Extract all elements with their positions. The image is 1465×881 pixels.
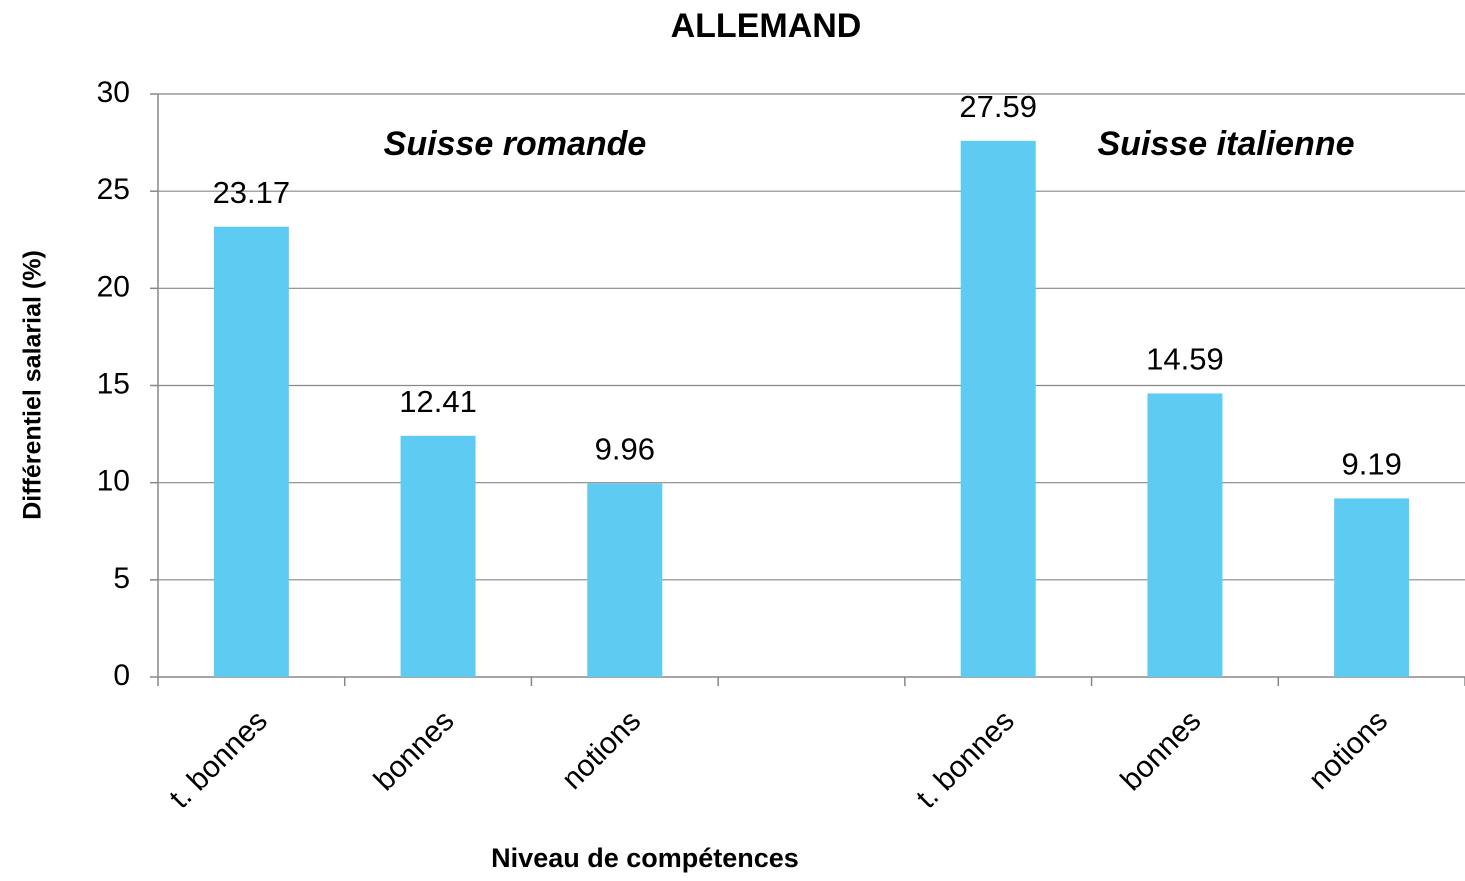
data-label: 27.59 <box>959 89 1037 124</box>
x-tick-label: notions <box>1302 704 1394 796</box>
bar <box>1334 498 1410 677</box>
chart-title: ALLEMAND <box>671 7 862 45</box>
x-tick-label: bonnes <box>1115 704 1208 797</box>
y-axis-label: Différentiel salarial (%) <box>19 250 47 520</box>
x-axis-label: Niveau de compétences <box>491 843 799 873</box>
bar <box>960 140 1036 677</box>
annotation: Suisse italienne <box>1098 125 1355 163</box>
bar <box>400 435 476 677</box>
y-tick-label: 30 <box>97 76 130 109</box>
annotation: Suisse romande <box>384 125 647 163</box>
bar <box>587 483 663 677</box>
x-tick-label: t. bonnes <box>910 704 1021 815</box>
bar <box>213 226 289 677</box>
data-label: 12.41 <box>399 384 477 419</box>
data-label: 14.59 <box>1146 342 1224 377</box>
data-label: 9.96 <box>595 432 655 467</box>
y-tick-label: 20 <box>97 270 130 303</box>
x-tick-label: t. bonnes <box>163 704 274 815</box>
x-tick-label: notions <box>556 704 648 796</box>
y-tick-label: 10 <box>97 465 130 498</box>
y-tick-label: 25 <box>97 173 130 206</box>
data-label: 9.19 <box>1341 447 1401 482</box>
y-tick-label: 0 <box>113 659 130 692</box>
y-tick-label: 5 <box>113 562 130 595</box>
y-tick-label: 15 <box>97 367 130 400</box>
x-tick-label: bonnes <box>368 704 461 797</box>
data-label: 23.17 <box>213 175 291 210</box>
bar <box>1147 393 1223 677</box>
